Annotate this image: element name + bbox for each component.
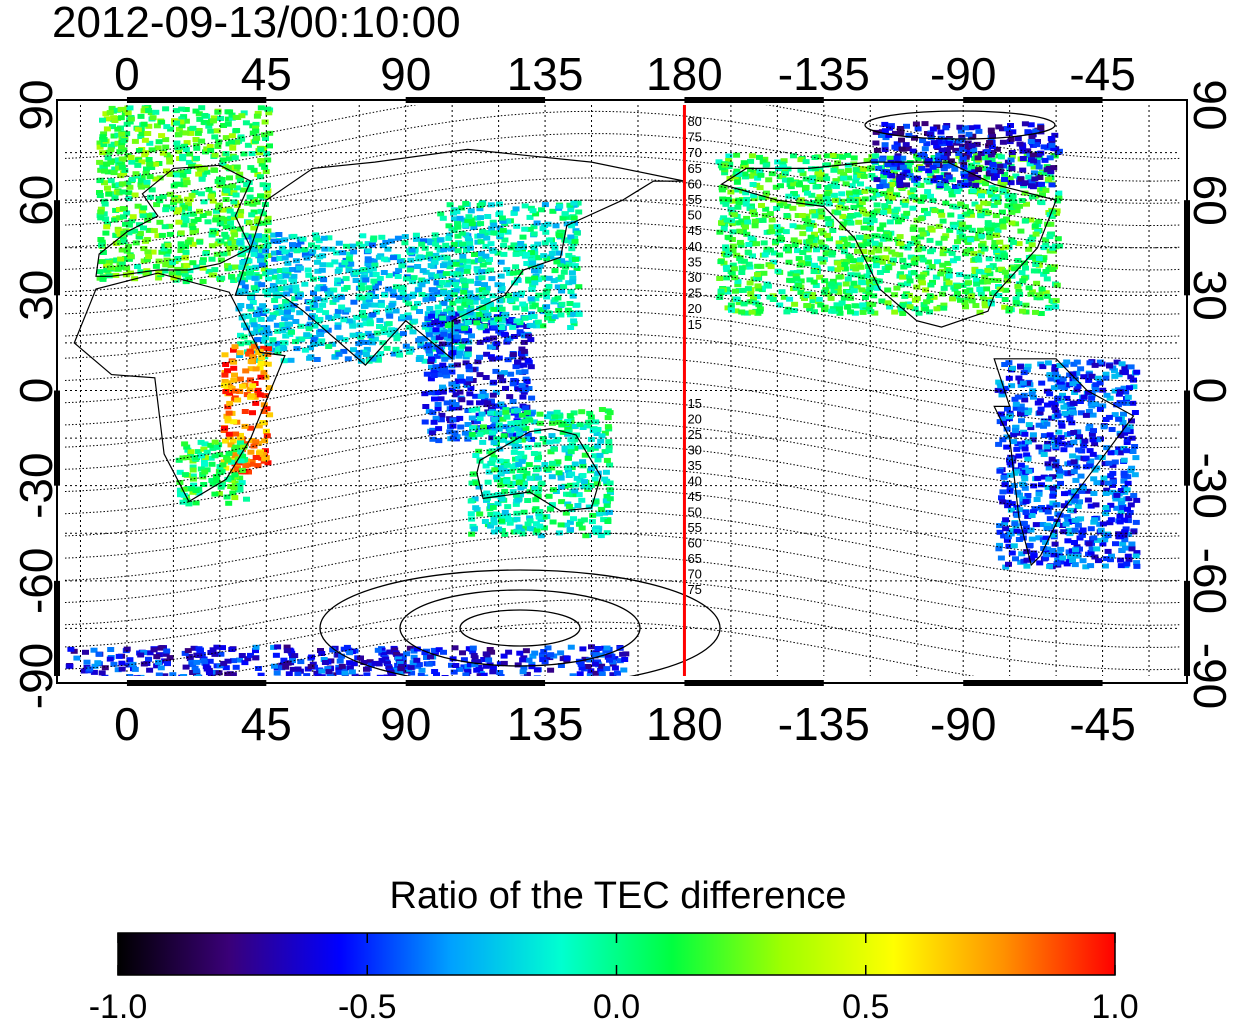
lat-tick-label: -90 [10, 643, 62, 709]
lat-tick-labels-right: 90 60 30 0 -30 -60 -90 [1184, 79, 1236, 709]
contour-label: 35 [687, 254, 701, 269]
lat-tick-label: 0 [1184, 378, 1236, 404]
contour-label: 30 [687, 270, 701, 285]
lat-tick-label: -60 [10, 548, 62, 614]
contour-labels: 8075706560555045403530252015152025303540… [687, 114, 701, 597]
contour-label: 45 [687, 489, 701, 504]
contour-label: 15 [687, 396, 701, 411]
colorbar-tick-label: -0.5 [338, 988, 397, 1024]
contour-label: 15 [687, 317, 701, 332]
map-panel: 8075706560555045403530252015152025303540… [54, 97, 1190, 686]
lat-tick-label: 0 [10, 378, 62, 404]
contour-label: 50 [687, 505, 701, 520]
contour-label: 80 [687, 114, 701, 129]
lon-tick-label: 90 [380, 48, 431, 100]
lon-tick-label: -45 [1069, 698, 1135, 750]
lat-tick-labels-left: 90 60 30 0 -30 -60 -90 [10, 79, 62, 709]
tec-region [65, 644, 630, 676]
contour-label: 25 [687, 427, 701, 442]
tec-region [436, 200, 583, 332]
contour-label: 45 [687, 223, 701, 238]
lon-tick-labels-bottom: 0 45 90 135 180 -135 -90 -45 [114, 698, 1136, 750]
contour-label: 30 [687, 443, 701, 458]
lon-tick-label: 135 [507, 48, 584, 100]
contour-label: 70 [687, 567, 701, 582]
tec-region [994, 359, 1141, 570]
axis-edge-bars [54, 97, 1190, 686]
contour-label: 55 [687, 192, 701, 207]
lon-tick-label: 180 [646, 698, 723, 750]
contour-label: 40 [687, 474, 701, 489]
lon-tick-label: 0 [114, 48, 140, 100]
magnetic-contours [65, 105, 1180, 676]
lon-tick-label: 90 [380, 698, 431, 750]
lon-tick-label: -45 [1069, 48, 1135, 100]
contour-label: 20 [687, 412, 701, 427]
tec-region [220, 343, 274, 475]
contour-label: 65 [687, 551, 701, 566]
lon-tick-label: 45 [241, 698, 292, 750]
contour-label: 70 [687, 145, 701, 160]
lat-tick-label: -30 [10, 452, 62, 518]
lat-tick-label: 30 [10, 270, 62, 321]
contour-label: 50 [687, 208, 701, 223]
lon-tick-label: 135 [507, 698, 584, 750]
lat-lon-grid [65, 105, 1180, 676]
lon-tick-label: 45 [241, 48, 292, 100]
colorbar-tick-label: 0.0 [593, 988, 640, 1024]
contour-label: 20 [687, 301, 701, 316]
contour-label: 60 [687, 536, 701, 551]
lat-tick-label: 30 [1184, 270, 1236, 321]
lat-tick-label: 90 [10, 79, 62, 130]
lon-tick-label: -90 [930, 698, 996, 750]
contour-label: 55 [687, 520, 701, 535]
contour-label: 35 [687, 458, 701, 473]
colorbar-ticks: -1.0 -0.5 0.0 0.5 1.0 [89, 933, 1139, 1024]
contour-label: 60 [687, 176, 701, 191]
lon-tick-labels-top: 0 45 90 135 180 -135 -90 -45 [114, 48, 1136, 100]
lat-tick-label: -90 [1184, 643, 1236, 709]
colorbar-label: Ratio of the TEC difference [390, 875, 847, 917]
contour-label: 75 [687, 130, 701, 145]
lat-tick-label: 60 [1184, 175, 1236, 226]
colorbar-tick-label: -1.0 [89, 988, 148, 1024]
lon-tick-label: -90 [930, 48, 996, 100]
contour-label: 75 [687, 582, 701, 597]
lat-tick-label: 60 [10, 175, 62, 226]
colorbar-tick-label: 0.5 [842, 988, 889, 1024]
lat-tick-label: -60 [1184, 548, 1236, 614]
tec-region [715, 152, 1064, 316]
lon-tick-label: 180 [646, 48, 723, 100]
lon-tick-label: -135 [778, 698, 870, 750]
contour-label: 65 [687, 161, 701, 176]
colorbar-tick-label: 1.0 [1091, 988, 1138, 1024]
lon-tick-label: -135 [778, 48, 870, 100]
lon-tick-label: 0 [114, 698, 140, 750]
coastlines [73, 148, 1135, 567]
contour-label: 25 [687, 286, 701, 301]
contour-label: 40 [687, 239, 701, 254]
lat-tick-label: 90 [1184, 79, 1236, 130]
map-title: 2012-09-13/00:10:00 [52, 0, 461, 47]
lat-tick-label: -30 [1184, 452, 1236, 518]
